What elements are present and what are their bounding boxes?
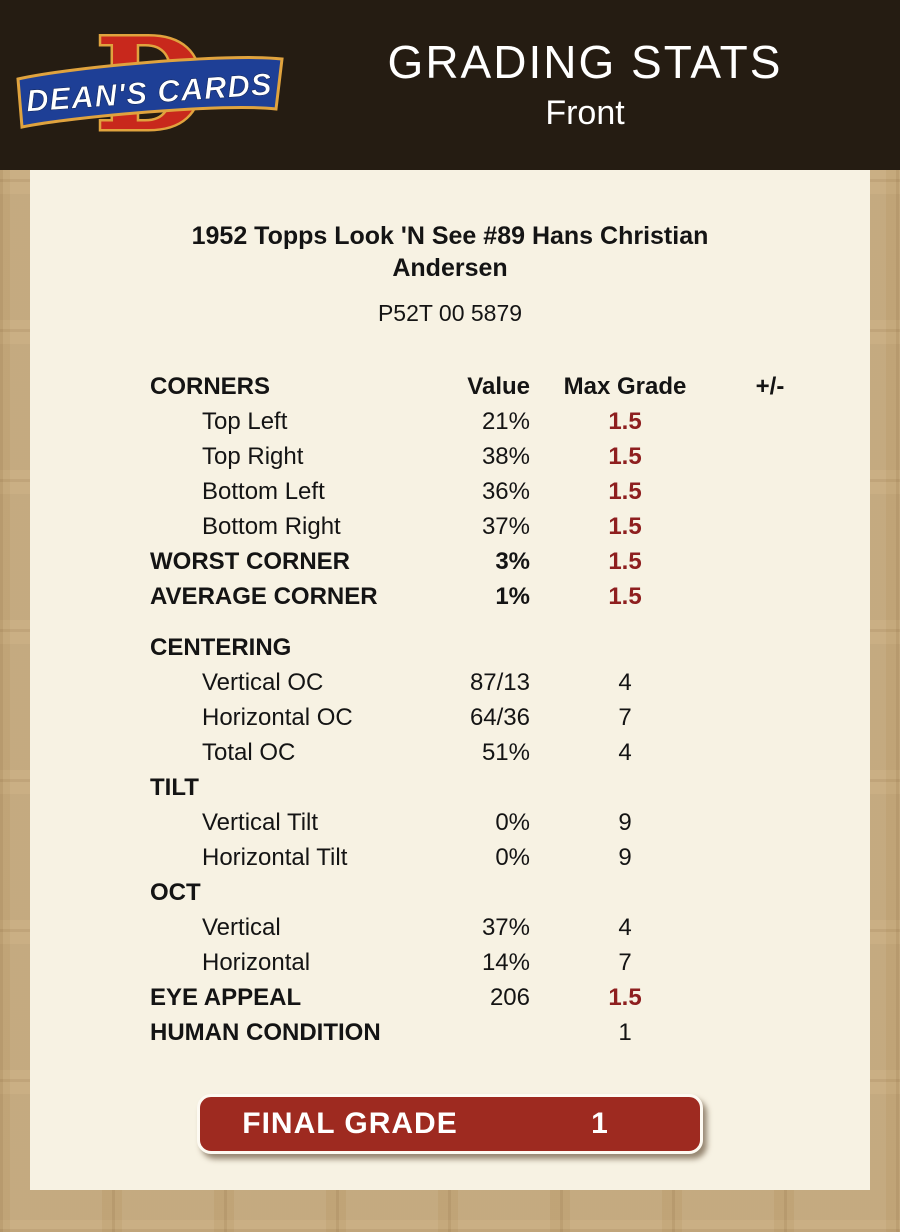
row-label: Bottom Left (202, 478, 325, 505)
row-value: 37% (481, 513, 530, 540)
header: D DEAN'S CARDS GRADING STATS Front (0, 0, 900, 170)
row-value: 3% (495, 548, 530, 575)
row-max-grade: 4 (618, 669, 632, 696)
row-max-grade: 9 (618, 844, 632, 871)
table-row: WORST CORNER 3% 1.5 (150, 548, 870, 583)
row-max-grade: 1.5 (608, 513, 642, 540)
row-label: AVERAGE CORNER (150, 583, 378, 610)
row-value: 51% (481, 739, 530, 766)
table-row: Horizontal Tilt 0% 9 (150, 844, 870, 879)
logo-ribbon (16, 56, 284, 129)
row-label: HUMAN CONDITION (150, 1019, 381, 1046)
row-label: Vertical (202, 914, 281, 941)
table-row: Horizontal OC 64/36 7 (150, 704, 870, 739)
row-label: OCT (150, 879, 201, 906)
table-row: AVERAGE CORNER 1% 1.5 (150, 583, 870, 618)
row-max-grade: 1.5 (608, 408, 642, 435)
row-max-grade: 1 (618, 1019, 632, 1046)
table-row: Bottom Left 36% 1.5 (150, 478, 870, 513)
row-value: 14% (481, 949, 530, 976)
header-corners: CORNERS (150, 373, 271, 400)
row-max-grade: 4 (618, 739, 632, 766)
row-label: CENTERING (150, 634, 292, 661)
deans-cards-logo: D DEAN'S CARDS (0, 10, 300, 160)
row-max-grade: 9 (618, 809, 632, 836)
row-label: Bottom Right (202, 513, 341, 540)
table-row: HUMAN CONDITION 1 (150, 1019, 870, 1054)
row-value: 38% (481, 443, 530, 470)
deans-cards-logo-icon: D DEAN'S CARDS (16, 15, 284, 155)
table-row: Vertical 37% 4 (150, 914, 870, 949)
row-label: Top Left (202, 408, 288, 435)
row-value: 0% (495, 809, 530, 836)
row-value: 0% (495, 844, 530, 871)
table-header-row: CORNERS Value Max Grade +/- (150, 373, 870, 408)
row-label: Horizontal OC (202, 704, 353, 731)
header-max-grade: Max Grade (563, 373, 687, 400)
row-max-grade: 7 (618, 704, 632, 731)
row-value: 1% (495, 583, 530, 610)
row-max-grade: 4 (618, 914, 632, 941)
final-grade-button: FINAL GRADE 1 (197, 1094, 703, 1154)
stats-table: CORNERS Value Max Grade +/- Top Left 21% 1… (150, 373, 870, 1054)
header-value: Value (467, 373, 530, 400)
table-row: CENTERING (150, 634, 870, 669)
row-label: TILT (150, 774, 199, 801)
page-title: GRADING STATS (387, 36, 783, 89)
row-label: Horizontal (202, 949, 311, 976)
row-max-grade: 1.5 (608, 478, 642, 505)
row-value: 64/36 (469, 704, 530, 731)
table-row: Top Left 21% 1.5 (150, 408, 870, 443)
row-label: Vertical Tilt (202, 809, 319, 836)
row-label: WORST CORNER (150, 548, 350, 575)
row-label: Total OC (202, 739, 296, 766)
row-value: 36% (481, 478, 530, 505)
row-label: Horizontal Tilt (202, 844, 348, 871)
table-row: Vertical OC 87/13 4 (150, 669, 870, 704)
row-label: EYE APPEAL (150, 984, 302, 1011)
card-title: 1952 Topps Look 'N See #89 Hans Christia… (191, 222, 709, 282)
final-grade-label: FINAL GRADE (242, 1107, 458, 1140)
card-code: P52T 00 5879 (377, 300, 523, 326)
row-value: 87/13 (469, 669, 530, 696)
table-row: Top Right 38% 1.5 (150, 443, 870, 478)
table-row: Total OC 51% 4 (150, 739, 870, 774)
row-max-grade: 1.5 (608, 443, 642, 470)
table-row: EYE APPEAL 206 1.5 (150, 984, 870, 1019)
table-row: Bottom Right 37% 1.5 (150, 513, 870, 548)
table-row: Vertical Tilt 0% 9 (150, 809, 870, 844)
page-subtitle: Front (545, 93, 625, 132)
row-max-grade: 7 (618, 949, 632, 976)
row-label: Top Right (202, 443, 304, 470)
stats-rows: Top Left 21% 1.5 Top Right 38% 1.5 Bottom Left… (150, 408, 870, 1054)
row-value: 206 (489, 984, 530, 1011)
stats-panel: 1952 Topps Look 'N See #89 Hans Christia… (30, 170, 870, 1190)
row-max-grade: 1.5 (608, 583, 642, 610)
row-value: 21% (481, 408, 530, 435)
row-max-grade: 1.5 (608, 984, 642, 1011)
header-titles: GRADING STATS Front (300, 37, 900, 133)
row-label: Vertical OC (202, 669, 324, 696)
final-grade-value: 1 (591, 1107, 609, 1140)
table-row: OCT (150, 879, 870, 914)
header-plus-minus: +/- (755, 373, 785, 400)
table-row: TILT (150, 774, 870, 809)
table-row: Horizontal 14% 7 (150, 949, 870, 984)
row-value: 37% (481, 914, 530, 941)
row-max-grade: 1.5 (608, 548, 642, 575)
